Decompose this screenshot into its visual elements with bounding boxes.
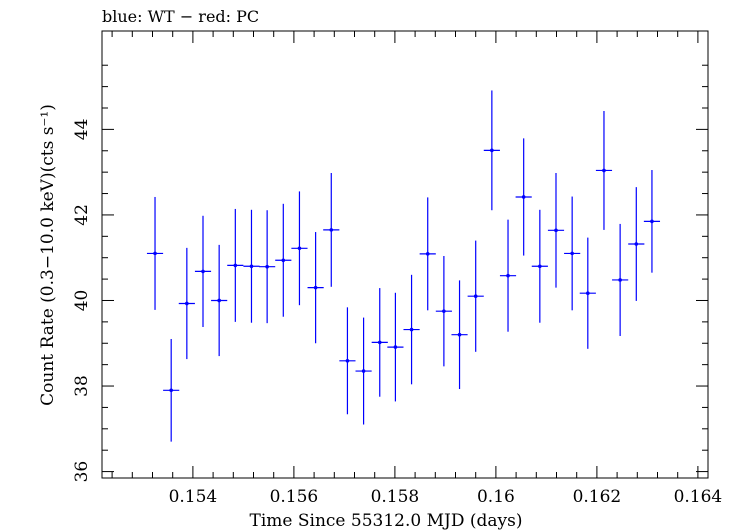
point-marker <box>185 301 189 306</box>
point-marker <box>281 258 286 263</box>
point-marker <box>265 264 269 269</box>
point-marker <box>393 345 398 349</box>
point-marker <box>570 251 574 256</box>
data-point <box>194 215 212 328</box>
data-point <box>163 338 180 442</box>
data-point <box>339 307 356 415</box>
data-point <box>451 280 468 390</box>
chart-title: blue: WT − red: PC <box>102 7 259 26</box>
point-marker <box>329 228 334 232</box>
data-point <box>564 196 581 311</box>
x-tick-label: 0.156 <box>270 487 319 507</box>
point-marker <box>650 219 654 224</box>
y-tick-label: 38 <box>72 375 92 397</box>
x-tick-label: 0.16 <box>477 487 515 507</box>
data-point <box>483 90 500 211</box>
point-marker <box>425 252 430 256</box>
point-marker <box>602 168 606 173</box>
point-marker <box>538 264 542 269</box>
data-point <box>547 173 565 288</box>
y-tick-labels: 36 38 40 42 44 <box>72 119 92 483</box>
y-tick-label: 42 <box>72 204 92 226</box>
point-marker <box>297 246 302 251</box>
data-point <box>355 317 372 425</box>
point-marker <box>554 228 558 233</box>
y-axis-label: Count Rate (0.3−10.0 keV)(cts s⁻¹) <box>38 104 58 406</box>
y-tick-label: 44 <box>72 119 92 141</box>
x-tick-label: 0.164 <box>674 487 723 507</box>
data-point <box>259 210 276 324</box>
data-points <box>146 90 661 442</box>
plot-frame <box>101 30 709 479</box>
data-point <box>628 187 645 301</box>
point-marker <box>634 242 639 246</box>
data-point <box>146 196 164 310</box>
data-point <box>307 232 324 344</box>
axis-ticks <box>102 31 708 478</box>
x-axis-label: Time Since 55312.0 MJD (days) <box>250 511 523 531</box>
data-point <box>612 223 629 336</box>
data-point <box>531 209 548 323</box>
point-marker <box>313 285 318 290</box>
point-marker <box>586 291 590 296</box>
x-tick-label: 0.154 <box>169 487 218 507</box>
point-marker <box>521 195 526 199</box>
data-point <box>579 237 596 349</box>
point-marker <box>457 332 462 337</box>
point-marker <box>490 148 494 153</box>
data-point <box>227 208 244 322</box>
data-point <box>243 209 260 323</box>
x-tick-label: 0.158 <box>371 487 420 507</box>
point-marker <box>473 294 478 299</box>
point-marker <box>233 263 238 268</box>
data-point <box>467 240 484 352</box>
point-marker <box>201 269 205 274</box>
point-marker <box>249 264 254 269</box>
data-point <box>178 247 195 360</box>
data-point <box>515 138 532 256</box>
point-marker <box>377 340 382 345</box>
x-tick-labels: 0.154 0.156 0.158 0.16 0.162 0.164 <box>169 487 723 507</box>
point-marker <box>618 278 622 282</box>
data-point <box>419 197 436 311</box>
data-point <box>499 219 517 332</box>
point-marker <box>345 358 350 363</box>
data-point <box>291 191 308 306</box>
y-tick-label: 40 <box>72 290 92 312</box>
point-marker <box>217 298 221 303</box>
point-marker <box>169 388 173 393</box>
data-point <box>435 255 452 367</box>
point-marker <box>153 251 157 256</box>
x-tick-label: 0.162 <box>573 487 622 507</box>
data-point <box>211 244 228 357</box>
data-point <box>403 274 420 385</box>
point-marker <box>409 327 414 332</box>
data-point <box>643 170 661 273</box>
data-point <box>371 288 388 397</box>
point-marker <box>442 309 446 313</box>
data-point <box>387 292 404 402</box>
data-point <box>595 110 613 230</box>
point-marker <box>506 273 510 278</box>
data-point <box>323 173 340 287</box>
point-marker <box>361 369 366 373</box>
data-point <box>275 203 292 317</box>
y-tick-label: 36 <box>72 461 92 483</box>
